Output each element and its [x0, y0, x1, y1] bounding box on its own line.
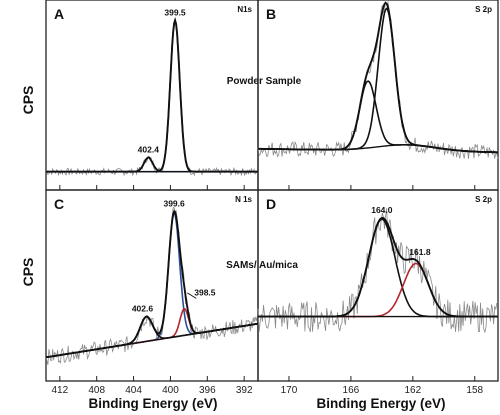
y-axis-label-top: CPS	[20, 86, 36, 115]
peak-label: 399.5	[164, 7, 186, 17]
x-tick-label: 396	[199, 385, 216, 396]
fit-envelope	[258, 216, 498, 318]
x-tick-label: 158	[466, 385, 483, 396]
peak-label: 161.8	[409, 247, 431, 257]
panel-letter: D	[266, 196, 276, 212]
peak-label: 399.6	[163, 198, 185, 208]
row-label-sams: SAMs/ Au/mica	[226, 260, 298, 271]
raw-spectrum	[45, 206, 259, 365]
peak-label: 402.4	[138, 145, 160, 155]
core-level-label: N 1s	[235, 195, 252, 204]
peak-label-arrow	[187, 292, 197, 299]
panel-a: 399.5 402.4 A N1s	[45, 0, 259, 191]
panel-b: 163.7BS 2p	[257, 0, 499, 191]
panel-d: 170 166 162 158 164.0 161.8 D S 2p	[257, 189, 499, 396]
peak-label: 398.5	[194, 287, 216, 297]
panel-frame	[257, 189, 499, 382]
x-tick-label: 400	[162, 385, 179, 396]
row-label-powder: Powder Sample	[227, 76, 302, 87]
x-tick-label: 408	[88, 385, 105, 396]
fit-component-2	[258, 262, 498, 318]
x-axis-label-right: Binding Energy (eV)	[316, 396, 445, 411]
fit-component-2	[45, 308, 259, 359]
panel-letter: A	[54, 6, 64, 22]
fit-component-1	[45, 211, 259, 359]
fit-envelope	[46, 17, 258, 173]
fit-envelope	[45, 209, 259, 359]
fit-component-2	[258, 80, 498, 154]
x-tick-label: 404	[125, 385, 142, 396]
fit-envelope	[258, 1, 498, 154]
core-level-label: S 2p	[475, 195, 492, 204]
y-axis-label-bottom: CPS	[20, 258, 36, 287]
peak-label: 164.0	[371, 205, 393, 215]
core-level-label: S 2p	[475, 5, 492, 14]
x-tick-label: 392	[236, 385, 253, 396]
peak-label: 402.6	[132, 304, 154, 314]
panel-frame	[257, 0, 499, 191]
panel-c: 412 408 404 400 396 392 399.6 398.5 402.6 C N 1s	[45, 189, 259, 396]
x-tick-label: 162	[404, 385, 421, 396]
panel-letter: B	[266, 6, 276, 22]
x-tick-label: 170	[281, 385, 298, 396]
panel-letter: C	[54, 196, 64, 212]
core-level-label: N1s	[237, 5, 252, 14]
x-tick-label: 166	[343, 385, 360, 396]
x-axis-label-left: Binding Energy (eV)	[88, 396, 217, 411]
x-tick-label: 412	[51, 385, 68, 396]
